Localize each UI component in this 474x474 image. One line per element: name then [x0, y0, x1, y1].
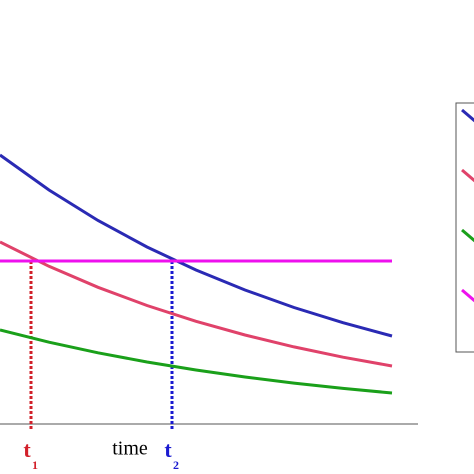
series-line: [0, 240, 393, 368]
marker-subscript: 2: [173, 458, 179, 472]
x-axis-label: time: [112, 438, 148, 460]
series-line: [0, 153, 393, 338]
legend-swatch: [461, 168, 474, 183]
series-line: [0, 328, 393, 395]
legend-box: [455, 102, 474, 353]
legend-swatch: [461, 228, 474, 243]
marker-label: t: [164, 437, 172, 462]
legend-swatch: [461, 288, 474, 303]
marker-subscript: 1: [32, 458, 38, 472]
marker-label: t: [23, 437, 31, 462]
legend-swatch: [461, 108, 474, 123]
